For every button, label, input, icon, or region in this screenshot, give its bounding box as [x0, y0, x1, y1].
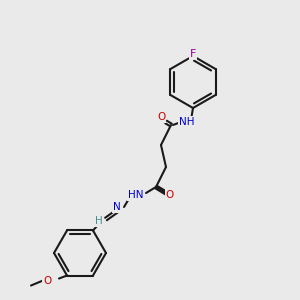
- Text: F: F: [190, 49, 196, 59]
- Text: O: O: [157, 112, 165, 122]
- Text: NH: NH: [179, 117, 195, 127]
- Text: N: N: [113, 202, 121, 212]
- Text: O: O: [43, 275, 51, 286]
- Text: O: O: [166, 190, 174, 200]
- Text: HN: HN: [128, 190, 144, 200]
- Text: H: H: [95, 216, 103, 226]
